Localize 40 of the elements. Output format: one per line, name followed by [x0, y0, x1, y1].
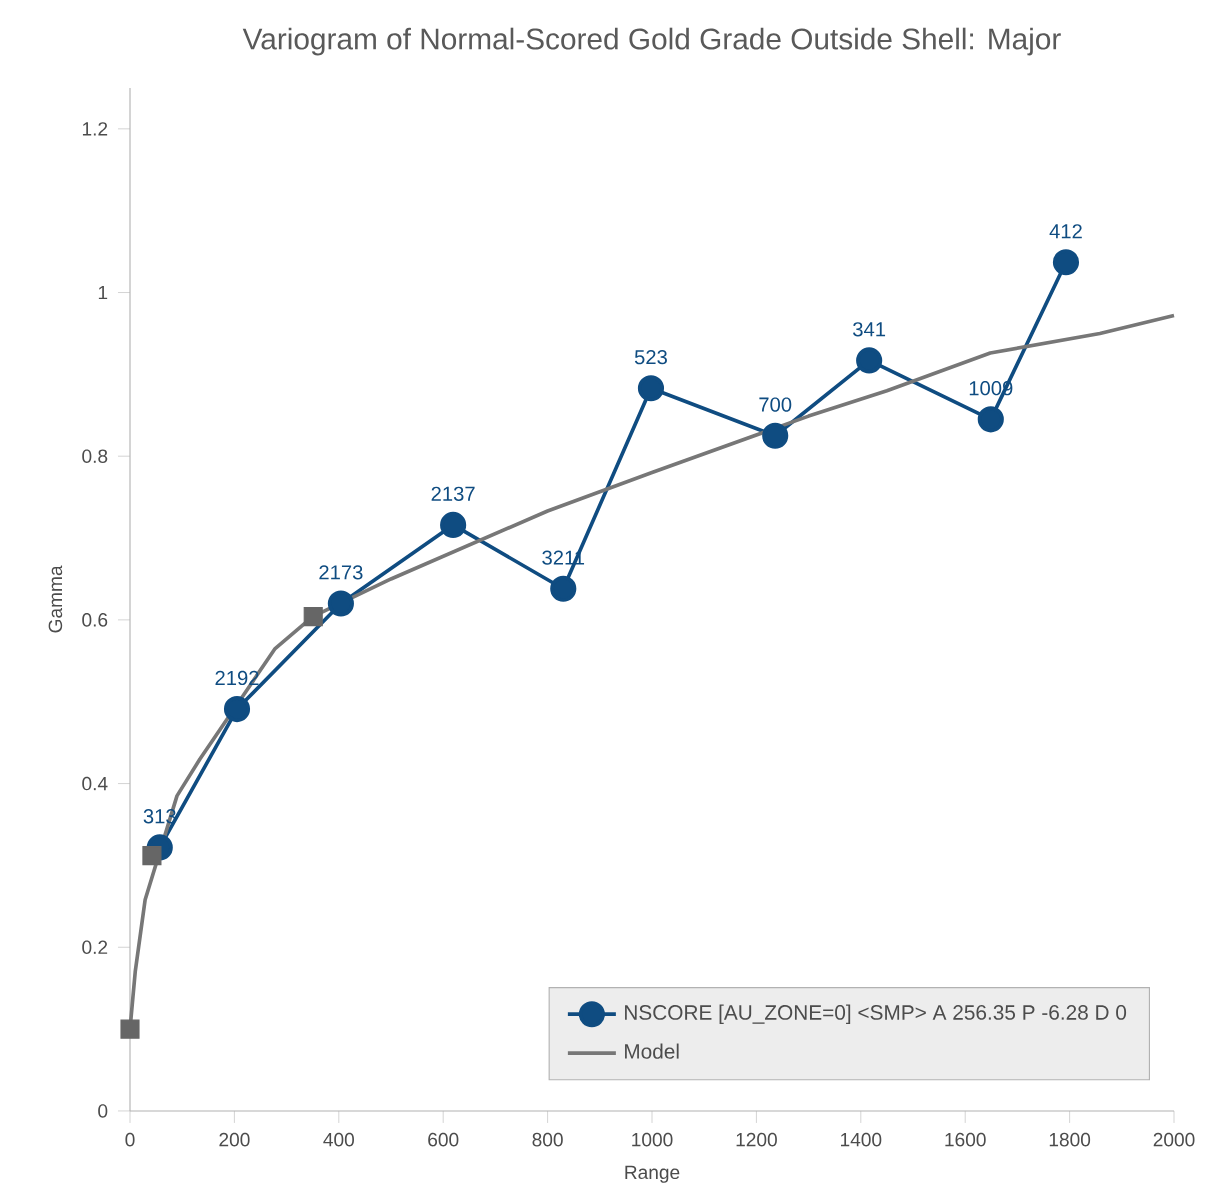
x-tick-label: 800	[532, 1132, 563, 1147]
y-tick-label: 0.2	[82, 940, 108, 955]
chart-title: Variogram of Normal-Scored Gold Grade Outside Shell: Major	[242, 27, 1061, 56]
x-tick-label: 1800	[1049, 1132, 1091, 1147]
point	[856, 347, 883, 374]
x-tick-label: 1400	[841, 1132, 882, 1147]
point	[440, 511, 467, 539]
x-tick-label: 0	[125, 1132, 135, 1147]
legend-label: Model	[625, 1043, 679, 1059]
x-tick-label: 200	[219, 1132, 250, 1147]
annotation: 2137	[431, 486, 475, 501]
x-tick-label: 1000	[632, 1132, 673, 1147]
x-tick-label: 400	[323, 1132, 354, 1147]
annotation: 2173	[319, 565, 363, 580]
y-tick-label: 1	[98, 285, 108, 300]
x-axis-title: Range	[625, 1165, 680, 1183]
y-tick-label: 1.2	[82, 122, 108, 136]
y-tick-label: 0.6	[82, 613, 108, 627]
point	[550, 575, 577, 602]
annotation: 341	[853, 322, 886, 337]
point	[120, 1019, 140, 1039]
point	[327, 590, 354, 617]
point	[223, 696, 251, 723]
x-tick-label: 1200	[736, 1132, 777, 1147]
x-tick-label: 2000	[1153, 1132, 1195, 1147]
point	[762, 422, 789, 449]
x-tick-label: 600	[428, 1132, 459, 1147]
x-tick-label: 1600	[945, 1132, 986, 1147]
annotation: 412	[1049, 224, 1082, 239]
y-tick-label: 0.8	[82, 449, 108, 463]
legend-label: NSCORE [AU_ZONE=0] <SMP> A 256.35 P -6.28 D 0	[625, 1004, 1127, 1024]
point	[977, 406, 1004, 433]
y-tick-label: 0	[98, 1104, 108, 1118]
point	[1052, 249, 1080, 276]
y-axis-title: Gamma	[48, 565, 63, 633]
y-tick-label: 0.4	[82, 776, 108, 791]
point	[637, 375, 665, 402]
annotation: 700	[759, 397, 792, 412]
point	[303, 607, 323, 627]
annotation: 523	[634, 349, 667, 365]
